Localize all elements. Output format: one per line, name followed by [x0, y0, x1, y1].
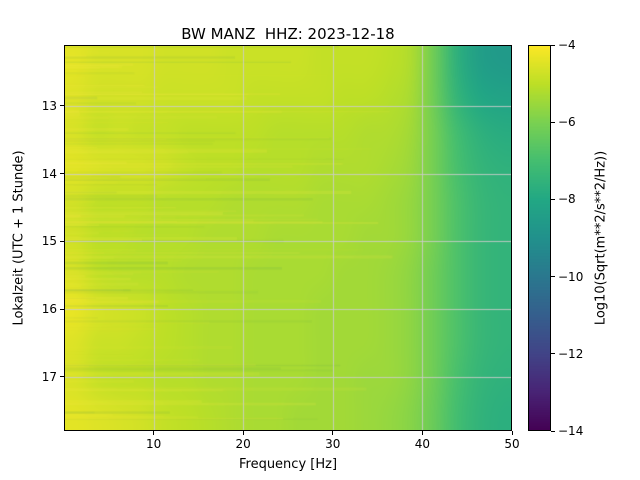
- colorbar-label: Log10(Sqrt(m**2/s**2/Hz)): [593, 150, 609, 326]
- x-tick-mark: [421, 431, 423, 435]
- colorbar-tick-mark: [551, 44, 555, 46]
- spectrogram-heatmap-canvas: [64, 45, 512, 431]
- x-tick-label: 20: [235, 437, 251, 451]
- colorbar-tick-label: −4: [558, 38, 576, 52]
- x-axis-label: Frequency [Hz]: [238, 457, 338, 472]
- colorbar-tick-mark: [551, 430, 555, 432]
- x-tick-mark: [153, 431, 155, 435]
- colorbar-tick-mark: [551, 198, 555, 200]
- y-tick-label: 17: [41, 369, 57, 384]
- chart-title: BW MANZ HHZ: 2023-12-18: [181, 25, 395, 43]
- colorbar-gradient-canvas: [528, 45, 551, 431]
- y-axis-label: Lokalzeit (UTC + 1 Stunde): [11, 150, 27, 326]
- y-tick-label: 13: [41, 98, 57, 113]
- y-tick-mark: [60, 105, 64, 107]
- x-tick-label: 40: [414, 437, 431, 451]
- colorbar-tick-label: −6: [558, 115, 576, 130]
- y-tick-mark: [60, 308, 64, 310]
- y-tick-label: 14: [41, 166, 57, 181]
- x-tick-label: 10: [145, 437, 162, 451]
- colorbar-tick-mark: [551, 121, 555, 123]
- x-tick-mark: [511, 431, 513, 435]
- x-tick-mark: [332, 431, 334, 435]
- x-tick-mark: [242, 431, 244, 435]
- y-tick-label: 16: [41, 302, 57, 317]
- y-tick-mark: [60, 240, 64, 242]
- colorbar-tick-label: −14: [558, 424, 584, 438]
- x-tick-label: 30: [325, 437, 341, 451]
- colorbar-tick-label: −8: [558, 192, 576, 207]
- y-tick-mark: [60, 376, 64, 378]
- y-tick-mark: [60, 173, 64, 175]
- colorbar-tick-mark: [551, 276, 555, 278]
- colorbar-tick-label: −10: [558, 269, 584, 284]
- y-tick-label: 15: [41, 234, 57, 249]
- x-tick-label: 50: [504, 437, 520, 451]
- colorbar-tick-label: −12: [558, 346, 584, 361]
- colorbar-tick-mark: [551, 353, 555, 355]
